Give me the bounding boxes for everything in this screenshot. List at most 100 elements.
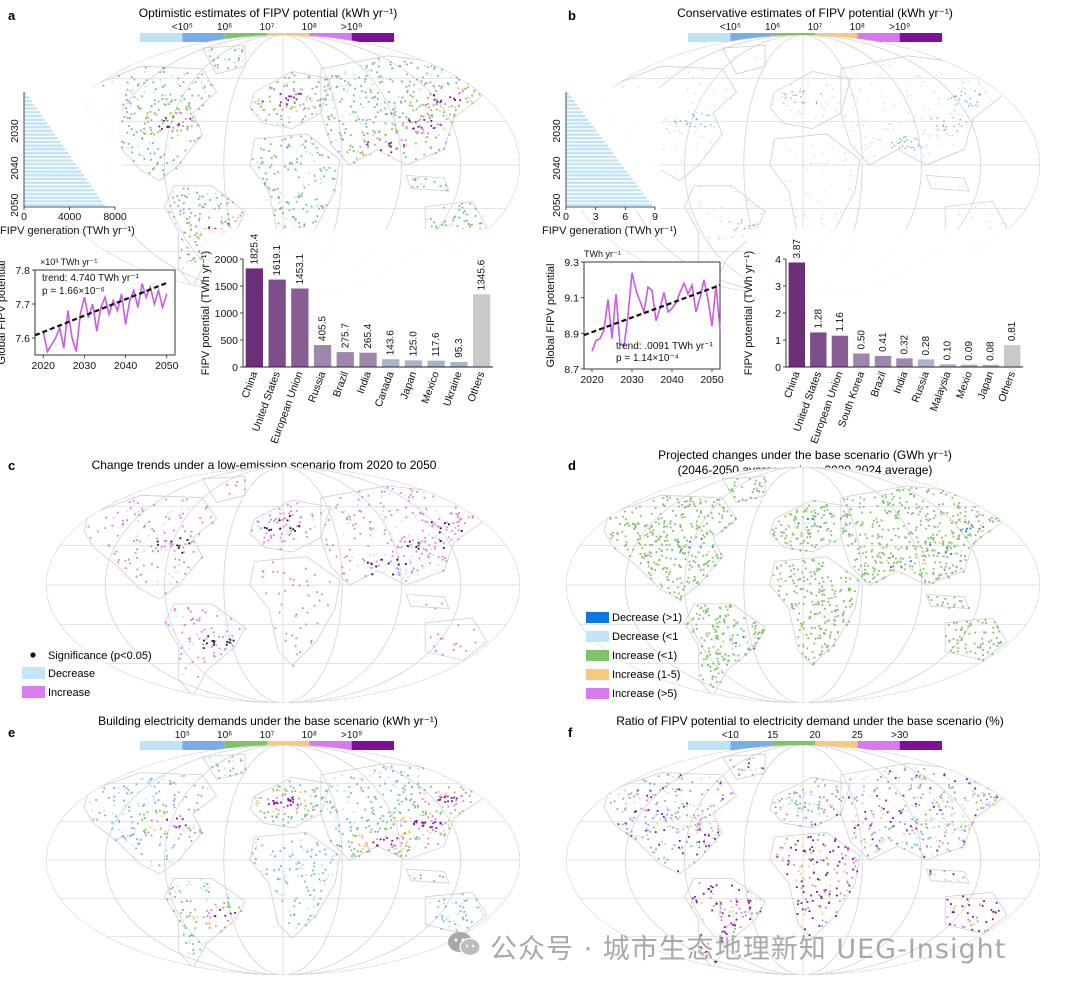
- map-pixel: [857, 92, 859, 94]
- map-pixel: [460, 71, 462, 73]
- map-pixel: [727, 614, 730, 616]
- map-pixel: [137, 84, 139, 87]
- map-pixel: [393, 102, 396, 104]
- map-pixel: [301, 88, 304, 91]
- map-pixel: [292, 208, 295, 210]
- map-pixel: [445, 184, 447, 187]
- map-pixel: [418, 125, 421, 128]
- map-pixel: [306, 813, 308, 816]
- map-pixel: [422, 115, 425, 118]
- map-pixel: [823, 108, 825, 110]
- map-pixel: [407, 809, 410, 811]
- map-pixel: [420, 80, 423, 83]
- map-pixel: [822, 153, 824, 155]
- map-pixel: [439, 822, 442, 825]
- map-pixel: [817, 530, 820, 533]
- map-pixel: [352, 161, 355, 164]
- map-pixel: [817, 603, 820, 606]
- panel-a-title: Optimistic estimates of FIPV potential (…: [139, 6, 397, 20]
- map-pixel: [171, 74, 174, 77]
- map-pixel: [418, 557, 421, 560]
- y-tick-label: 1500: [215, 281, 239, 293]
- map-pixel: [953, 109, 956, 111]
- map-pixel: [909, 565, 911, 568]
- map-pixel: [215, 925, 217, 927]
- map-pixel: [168, 573, 171, 575]
- map-pixel: [188, 207, 191, 210]
- map-pixel: [904, 507, 907, 509]
- map-pixel: [958, 123, 961, 125]
- bar-value-label: 0.32: [900, 334, 911, 354]
- map-pixel: [165, 119, 168, 121]
- map-pixel: [803, 214, 806, 216]
- map-pixel: [405, 85, 408, 88]
- map-pixel: [813, 500, 816, 503]
- map-pixel: [439, 185, 442, 187]
- map-pixel: [270, 536, 273, 539]
- map-pixel: [293, 74, 296, 77]
- map-pixel: [382, 505, 385, 508]
- map-pixel: [234, 48, 236, 51]
- map-pixel: [298, 191, 301, 194]
- map-pixel: [265, 532, 268, 535]
- map-pixel: [674, 115, 676, 118]
- map-pixel: [437, 556, 440, 558]
- map-pixel: [758, 484, 761, 486]
- map-pixel: [314, 106, 316, 109]
- map-pixel: [876, 573, 879, 576]
- map-pixel: [916, 138, 919, 141]
- y-tick-label: 1: [775, 335, 781, 347]
- map-pixel: [338, 120, 341, 122]
- map-pixel: [727, 655, 730, 657]
- map-pixel: [473, 628, 475, 631]
- map-pixel: [165, 498, 167, 501]
- map-pixel: [945, 128, 947, 131]
- map-pixel: [188, 103, 190, 105]
- map-pixel: [301, 818, 304, 821]
- map-pixel: [956, 650, 959, 653]
- map-pixel: [273, 154, 276, 157]
- y-tick-label: 1000: [215, 308, 239, 320]
- map-pixel: [819, 526, 822, 528]
- map-pixel: [845, 577, 847, 579]
- map-pixel: [652, 499, 655, 502]
- map-pixel: [773, 534, 776, 537]
- map-pixel: [307, 107, 310, 110]
- map-pixel: [406, 545, 409, 547]
- map-pixel: [191, 643, 194, 646]
- map-pixel: [861, 511, 863, 514]
- map-pixel: [723, 621, 726, 624]
- map-pixel: [446, 521, 449, 524]
- map-pixel: [317, 903, 319, 906]
- map-pixel: [896, 517, 899, 519]
- map-pixel: [901, 566, 903, 569]
- map-pixel: [320, 880, 322, 882]
- map-pixel: [436, 123, 439, 126]
- map-pixel: [341, 511, 344, 514]
- trend-annotation: trend: 4.740 TWh yr⁻¹: [42, 273, 139, 284]
- map-pixel: [681, 516, 684, 519]
- map-pixel: [926, 506, 929, 508]
- map-pixel: [668, 543, 671, 546]
- map-pixel: [419, 512, 422, 514]
- map-pixel: [234, 65, 237, 68]
- map-pixel: [264, 172, 267, 175]
- map-pixel: [273, 519, 275, 522]
- map-pixel: [938, 98, 940, 100]
- map-pixel: [849, 522, 851, 525]
- map-pixel: [173, 549, 176, 552]
- map-pixel: [735, 191, 737, 193]
- map-pixel: [963, 555, 966, 557]
- map-pixel: [408, 540, 411, 543]
- map-pixel: [125, 787, 128, 789]
- map-pixel: [208, 50, 211, 52]
- map-pixel: [276, 816, 279, 819]
- map-pixel: [228, 906, 231, 908]
- map-pixel: [262, 149, 265, 151]
- map-pixel: [865, 551, 868, 553]
- map-pixel: [466, 919, 468, 922]
- map-pixel: [423, 153, 426, 156]
- map-pixel: [384, 529, 386, 531]
- map-pixel: [381, 514, 384, 517]
- map-pixel: [264, 183, 267, 186]
